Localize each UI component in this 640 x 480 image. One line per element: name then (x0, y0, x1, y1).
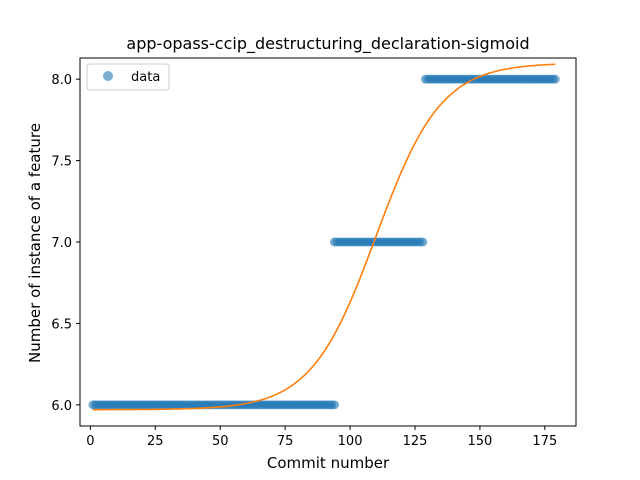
x-tick-label: 25 (147, 434, 164, 449)
chart-title: app-opass-ccip_destructuring_declaration… (126, 34, 529, 54)
x-tick-label: 100 (338, 434, 363, 449)
x-tick-label: 150 (468, 434, 493, 449)
sigmoid-fit-line (92, 63, 556, 411)
x-tick-label: 125 (403, 434, 428, 449)
data-point (329, 400, 339, 410)
x-tick-label: 50 (212, 434, 229, 449)
legend-marker-data (103, 71, 113, 81)
plot-area (88, 63, 560, 411)
y-tick-label: 6.5 (51, 317, 72, 332)
x-tick-label: 0 (86, 434, 94, 449)
legend: data (86, 63, 170, 91)
legend-box (86, 63, 170, 91)
y-tick-label: 7.0 (51, 236, 72, 251)
y-tick-label: 8.0 (51, 73, 72, 88)
x-tick-label: 175 (532, 434, 557, 449)
y-tick-label: 7.5 (51, 155, 72, 170)
legend-label-data: data (131, 70, 160, 85)
data-point (550, 74, 560, 84)
x-tick-label: 75 (277, 434, 294, 449)
x-axis-label: Commit number (267, 454, 390, 472)
axes: 0 25 50 75 100 125 150 175 6.0 6.5 7.0 7.5 8.0 (51, 57, 577, 449)
y-tick-label: 6.0 (51, 399, 72, 414)
y-axis-label: Number of instance of a feature (26, 123, 44, 363)
data-point (418, 237, 428, 247)
